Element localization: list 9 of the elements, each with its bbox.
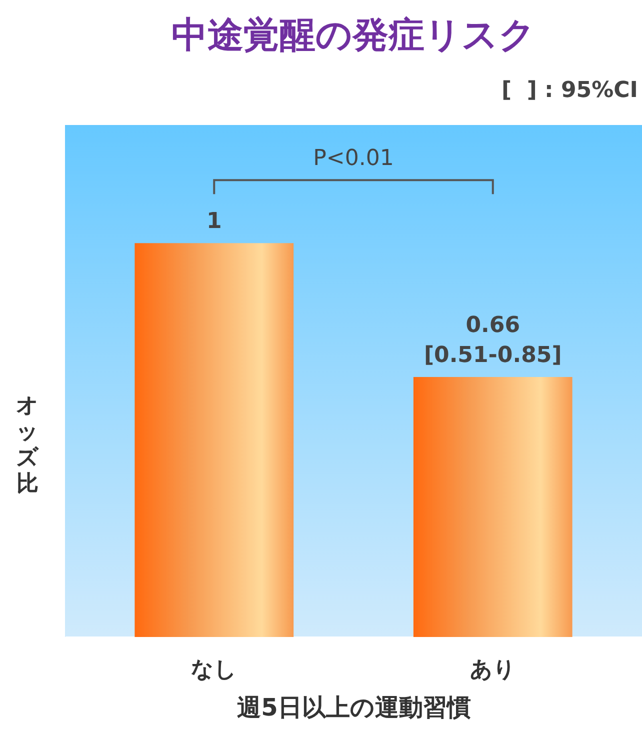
x-tick-label: なし — [191, 658, 238, 682]
x-tick-label: あり — [470, 658, 516, 682]
text: [ ] : 95%CI — [501, 78, 638, 103]
annotation: P<0.01 — [313, 146, 394, 172]
y-axis-title: オッズ比 — [16, 394, 39, 496]
x-axis-title: 週5日以上の運動習慣 — [237, 694, 471, 722]
data-label: 0.66 [0.51-0.85] — [424, 313, 562, 368]
data-label: 1 — [206, 209, 222, 234]
chart-title: 中途覚醒の発症リスク — [172, 15, 536, 56]
